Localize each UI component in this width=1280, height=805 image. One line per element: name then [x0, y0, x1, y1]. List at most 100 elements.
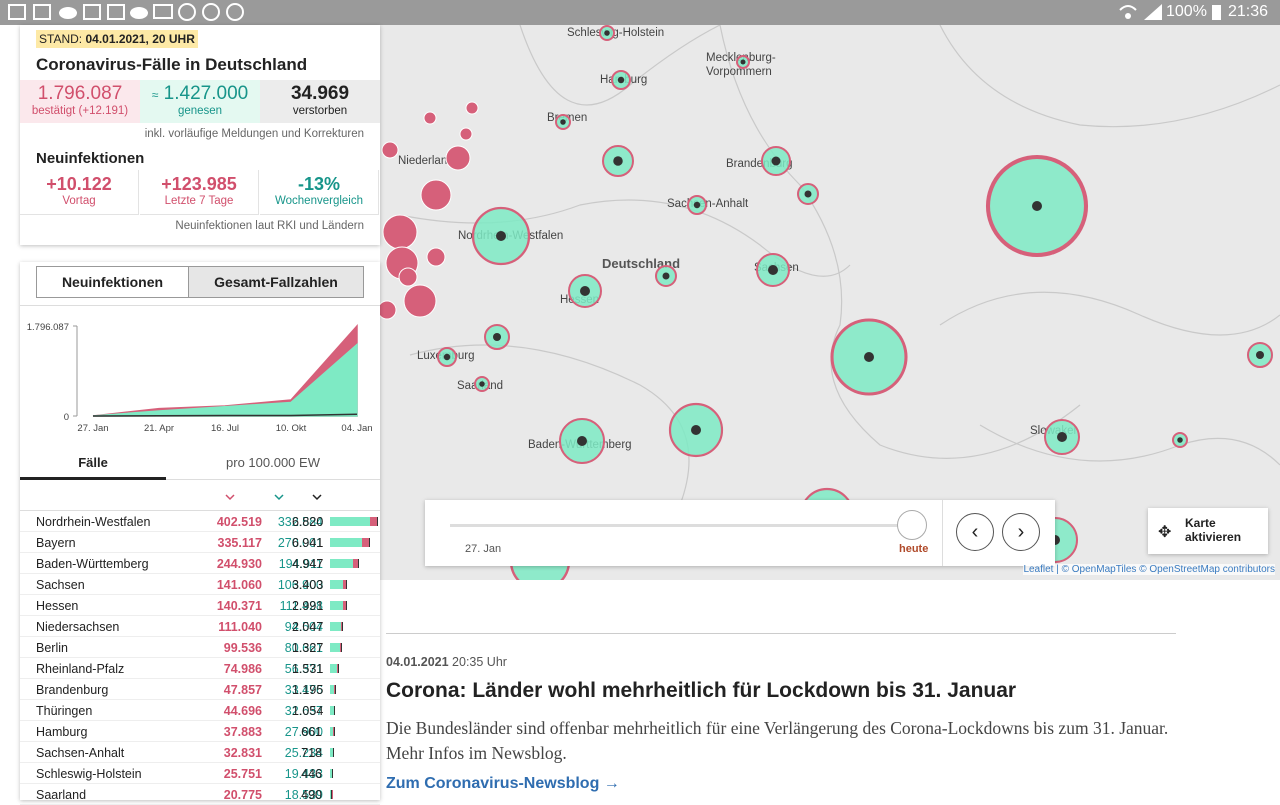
divider — [386, 633, 1176, 634]
table-tab-active[interactable]: Fälle — [20, 455, 166, 470]
map-marker-dot — [768, 265, 778, 275]
deaths-cell: 3.403 — [292, 578, 322, 592]
deaths-cell: 1.327 — [292, 641, 322, 655]
map-marker — [446, 146, 470, 170]
clock: 21:36 — [1228, 3, 1268, 21]
bar — [330, 727, 335, 736]
attribution-link[interactable]: © OpenMapTiles — [1062, 564, 1137, 575]
bar — [330, 580, 347, 589]
bar-recovered — [330, 538, 362, 547]
confirmed-cell: 37.883 — [224, 725, 262, 739]
deaths-cell: 1.054 — [292, 704, 322, 718]
state-name: Schleswig-Holstein — [36, 767, 142, 781]
bar-deaths — [346, 580, 347, 589]
state-name: Thüringen — [36, 704, 92, 718]
summary-card: STAND: 04.01.2021, 20 UHR Coronavirus-Fä… — [20, 25, 380, 245]
timeline-track — [450, 524, 900, 527]
bar-deaths — [333, 748, 334, 757]
attribution-link[interactable]: Leaflet — [1023, 564, 1053, 575]
state-name: Brandenburg — [36, 683, 108, 697]
new-infection-label: Letzte 7 Tage — [140, 195, 258, 207]
bar-deaths — [334, 727, 335, 736]
state-name: Sachsen — [36, 578, 85, 592]
map-marker-dot — [663, 273, 670, 280]
sort-icons[interactable] — [220, 490, 330, 504]
map[interactable]: Schleswig-HolsteinHamburgMecklenburg-Vor… — [380, 25, 1280, 580]
map-marker-dot — [741, 60, 746, 65]
map-marker — [424, 112, 436, 124]
deaths-cell: 6.941 — [292, 536, 322, 550]
prev-button[interactable]: ‹ — [956, 513, 994, 551]
map-marker-dot — [618, 77, 625, 84]
table-tab[interactable]: pro 100.000 EW — [166, 455, 380, 470]
deaths-cell: 718 — [292, 746, 322, 760]
confirmed-cell: 335.117 — [218, 536, 263, 550]
bar-deaths — [377, 517, 378, 526]
confirmed-cell: 141.060 — [217, 578, 262, 592]
map-marker-dot — [577, 436, 587, 446]
bar — [330, 706, 335, 715]
map-marker — [427, 248, 445, 266]
view-tab-active[interactable]: Gesamt-Fallzahlen — [188, 266, 364, 298]
map-canvas: Schleswig-HolsteinHamburgMecklenburg-Vor… — [380, 25, 1280, 580]
confirmed-cell: 402.519 — [217, 515, 262, 529]
confirmed-cell: 25.751 — [224, 767, 262, 781]
map-marker-dot — [1057, 432, 1067, 442]
bar — [330, 643, 342, 652]
attribution-link[interactable]: © OpenStreetMap contributors — [1139, 564, 1275, 575]
tab-underline — [20, 477, 166, 480]
state-name: Sachsen-Anhalt — [36, 746, 124, 760]
recovered-label: genesen — [140, 105, 260, 117]
summary-title: Coronavirus-Fälle in Deutschland — [36, 55, 307, 75]
deaths-cell: 446 — [292, 767, 322, 781]
article-headline[interactable]: Corona: Länder wohl mehrheitlich für Loc… — [386, 679, 1016, 703]
map-marker — [380, 301, 396, 319]
bar-deaths — [334, 706, 335, 715]
state-name: Niedersachsen — [36, 620, 119, 634]
bar-deaths — [338, 664, 339, 673]
map-marker-dot — [805, 191, 812, 198]
deaths-label: verstorben — [260, 105, 380, 117]
y-tick-label: 0 — [64, 412, 69, 423]
activate-text: Karte aktivieren — [1185, 516, 1255, 544]
view-tab[interactable]: Neuinfektionen — [36, 266, 189, 298]
article-link[interactable]: Zum Coronavirus-Newsblog → — [386, 775, 620, 793]
state-name: Baden-Württemberg — [36, 557, 149, 571]
bar — [330, 601, 347, 610]
recovered-prefix: ≈ — [152, 88, 159, 102]
article-time: 20:35 Uhr — [452, 655, 507, 669]
map-marker-dot — [560, 119, 566, 125]
map-marker-dot — [864, 352, 874, 362]
timeline-end: heute — [899, 543, 928, 555]
region-label: Schleswig-Holstein — [567, 27, 664, 39]
x-tick-label: 04. Jan — [341, 423, 372, 434]
bar — [330, 748, 334, 757]
map-marker-dot — [444, 354, 451, 361]
confirmed-cell: 111.040 — [218, 620, 262, 634]
deaths-value: 34.969 — [260, 83, 380, 105]
bar-deaths — [331, 790, 332, 799]
map-marker-dot — [496, 231, 506, 241]
x-tick-label: 16. Jul — [211, 423, 239, 434]
attribution: Leaflet | © OpenMapTiles © OpenStreetMap… — [1023, 564, 1275, 575]
next-button[interactable]: › — [1002, 513, 1040, 551]
map-marker — [466, 102, 478, 114]
new-infection-value: +10.122 — [20, 174, 138, 195]
new-infections-note: Neuinfektionen laut RKI und Ländern — [175, 220, 364, 232]
bar — [330, 517, 378, 526]
bar — [330, 538, 370, 547]
new-infection-label: Vortag — [20, 195, 138, 207]
map-marker — [404, 285, 436, 317]
bar-deaths — [342, 622, 343, 631]
timeline-handle[interactable] — [897, 510, 927, 540]
region-label: Vorpommern — [706, 66, 772, 78]
map-marker — [383, 215, 417, 249]
state-name: Hamburg — [36, 725, 87, 739]
activate-map[interactable]: ✥ Karte aktivieren — [1148, 508, 1268, 554]
